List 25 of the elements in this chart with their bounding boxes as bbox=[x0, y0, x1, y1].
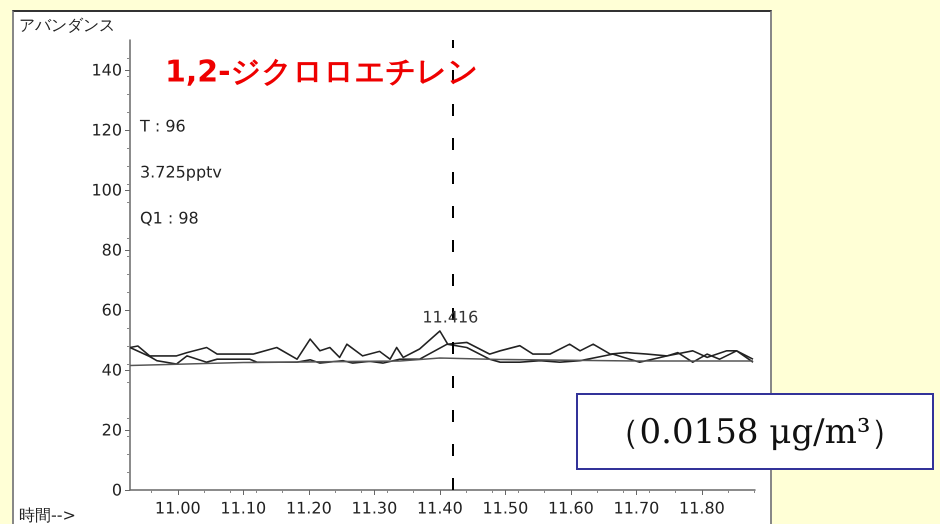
y-tick-label: 80 bbox=[102, 240, 122, 260]
y-axis-title: アバンダンス bbox=[19, 16, 115, 34]
y-tick-label: 140 bbox=[91, 60, 122, 80]
x-tick-label: 11.30 bbox=[351, 498, 398, 518]
x-tick-label: 11.00 bbox=[154, 498, 201, 518]
x-tick-label: 11.70 bbox=[614, 498, 660, 518]
annotation: （0.0158 μg/m³） bbox=[606, 412, 904, 452]
text: 1,2-ジクロロエチレン bbox=[165, 54, 479, 90]
annotation: 3.725pptv bbox=[140, 162, 222, 182]
x-tick-label: 11.20 bbox=[286, 498, 332, 518]
x-tick-label: 11.60 bbox=[548, 498, 594, 518]
annotation: T : 96 bbox=[139, 116, 186, 136]
y-tick-label: 40 bbox=[102, 360, 122, 380]
x-tick-label: 11.40 bbox=[416, 498, 463, 518]
x-axis-title: 時間--> bbox=[19, 506, 76, 524]
annotation: Q1 : 98 bbox=[140, 208, 199, 228]
y-tick-label: 100 bbox=[91, 180, 122, 200]
annotation: 11.416 bbox=[422, 308, 478, 326]
x-tick-label: 11.80 bbox=[679, 498, 725, 518]
x-tick-label: 11.10 bbox=[220, 498, 266, 518]
y-tick-label: 20 bbox=[102, 420, 122, 440]
y-tick-label: 60 bbox=[102, 300, 122, 320]
x-tick-label: 11.50 bbox=[482, 498, 528, 518]
y-tick-label: 120 bbox=[91, 120, 122, 140]
y-tick-label: 0 bbox=[112, 480, 122, 500]
